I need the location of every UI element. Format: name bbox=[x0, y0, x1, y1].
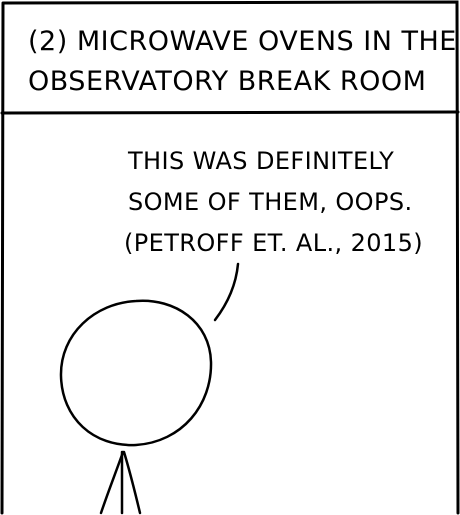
speech-line-2: SOME OF THEM, OOPS. bbox=[128, 188, 413, 216]
neck-right bbox=[122, 450, 142, 515]
caption-line-2: OBSERVATORY BREAK ROOM bbox=[28, 66, 427, 97]
speech-tail bbox=[213, 262, 240, 322]
neck-left bbox=[99, 450, 125, 515]
head bbox=[59, 299, 213, 447]
caption-divider bbox=[0, 110, 460, 115]
speech-line-1: THIS WAS DEFINITELY bbox=[128, 147, 395, 175]
caption-line-1: (2) MICROWAVE OVENS IN THE bbox=[28, 26, 457, 57]
speech-line-3: (PETROFF ET. AL., 2015) bbox=[124, 229, 424, 257]
